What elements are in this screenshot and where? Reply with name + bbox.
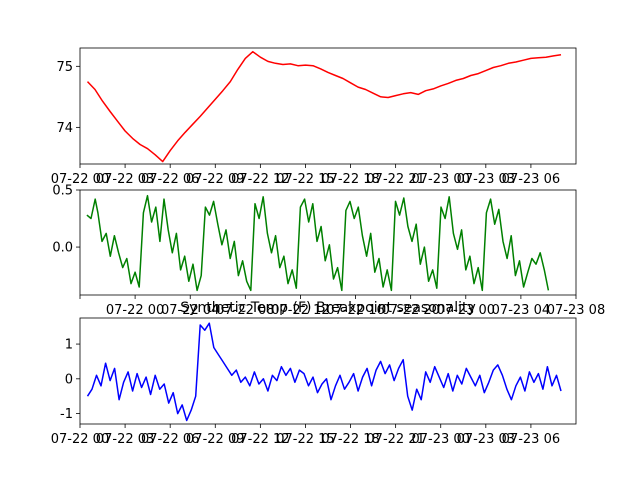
x-tick-label: 07-23 06 bbox=[502, 172, 560, 187]
y-tick-label: 0.5 bbox=[52, 184, 73, 199]
series-line-1 bbox=[86, 194, 550, 292]
x-tick-label: 07-22 21 bbox=[366, 172, 424, 187]
x-tick-label: 07-22 21 bbox=[366, 432, 424, 447]
x-tick-label: 07-23 04 bbox=[492, 303, 550, 318]
x-tick-label: 07-22 12 bbox=[271, 303, 329, 318]
x-tick-label: 07-22 09 bbox=[186, 172, 244, 187]
y-tick-label: 1 bbox=[65, 338, 73, 353]
x-tick-label: 07-23 06 bbox=[502, 432, 560, 447]
axes-frame bbox=[79, 317, 577, 425]
x-tick-label: 07-22 09 bbox=[186, 432, 244, 447]
x-tick-label: 07-22 08 bbox=[216, 303, 274, 318]
y-tick-label: -1 bbox=[60, 407, 73, 422]
x-tick-label: 07-22 18 bbox=[321, 432, 379, 447]
x-tick-label: 07-22 00 bbox=[51, 432, 109, 447]
x-tick-label: 07-22 00 bbox=[106, 303, 164, 318]
axes-frame bbox=[79, 47, 577, 165]
y-tick-label: 75 bbox=[56, 60, 73, 75]
series-line-1 bbox=[86, 50, 562, 163]
x-tick-label: 07-22 15 bbox=[276, 432, 334, 447]
y-tick-label: 0.0 bbox=[52, 241, 73, 256]
x-tick-label: 07-22 00 bbox=[51, 172, 109, 187]
x-tick-label: 07-22 20 bbox=[381, 303, 439, 318]
x-tick-label: 07-22 12 bbox=[231, 172, 289, 187]
x-tick-label: 07-22 04 bbox=[161, 303, 219, 318]
x-tick-label: 07-22 15 bbox=[276, 172, 334, 187]
x-tick-label: 07-22 18 bbox=[321, 172, 379, 187]
x-tick-label: 07-22 06 bbox=[141, 432, 199, 447]
subplot-3: Synthetic Temp (F) Breakpoint seasonalit… bbox=[51, 300, 577, 447]
x-tick-label: 07-22 06 bbox=[141, 172, 199, 187]
series-line-1 bbox=[86, 322, 562, 422]
chart-title: Synthetic Temp (F) Breakpoint seasonalit… bbox=[180, 300, 476, 316]
x-tick-label: 07-23 08 bbox=[547, 303, 605, 318]
x-tick-label: 07-22 16 bbox=[326, 303, 384, 318]
axes-frame bbox=[79, 189, 577, 296]
x-tick-label: 07-23 03 bbox=[457, 172, 515, 187]
x-tick-label: 07-23 00 bbox=[412, 432, 470, 447]
y-tick-label: 0 bbox=[65, 372, 73, 387]
x-tick-label: 07-23 00 bbox=[437, 303, 495, 318]
x-tick-label: 07-22 03 bbox=[96, 172, 154, 187]
x-tick-label: 07-23 03 bbox=[457, 432, 515, 447]
y-tick-label: 74 bbox=[56, 121, 73, 136]
x-tick-label: 07-23 00 bbox=[412, 172, 470, 187]
x-tick-label: 07-22 03 bbox=[96, 432, 154, 447]
x-tick-label: 07-22 12 bbox=[231, 432, 289, 447]
